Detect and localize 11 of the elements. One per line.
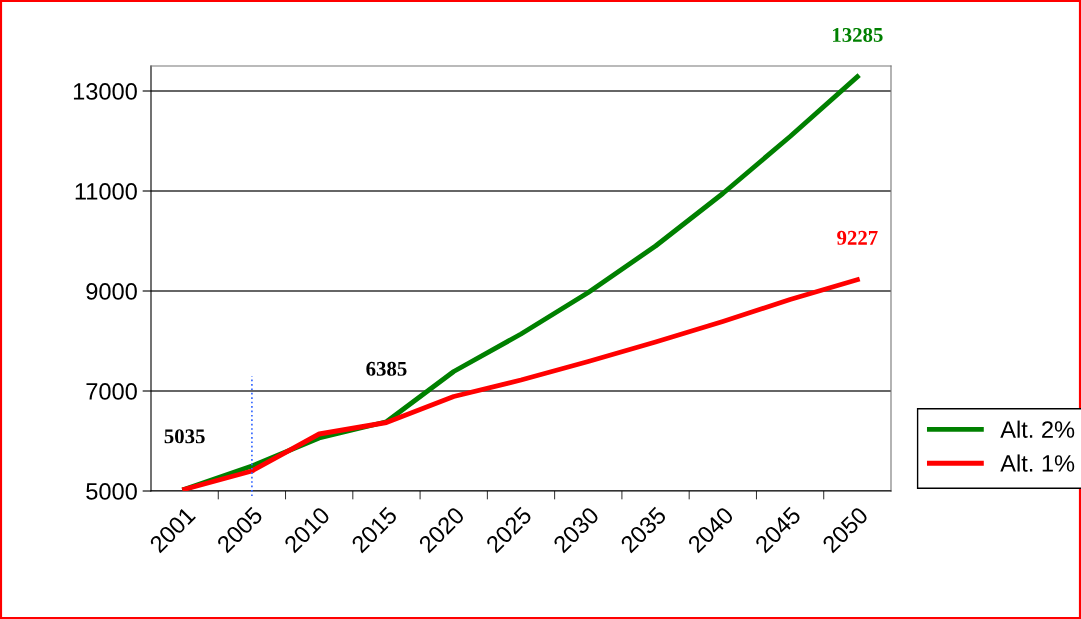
y-tick-label: 9000 — [86, 283, 137, 300]
y-tick-label: 11000 — [75, 183, 137, 200]
y-tick-label: 13000 — [73, 83, 137, 100]
data-label: 9227 — [837, 230, 878, 245]
y-tick-label: 5000 — [86, 483, 137, 500]
annotation: 5035 — [164, 429, 205, 444]
legend-label: Alt. 2% — [1000, 420, 1075, 438]
y-tick-label: 7000 — [86, 383, 137, 400]
annotation: 6385 — [366, 361, 407, 376]
data-label: 13285 — [832, 27, 883, 42]
legend-label: Alt. 1% — [1000, 454, 1075, 472]
